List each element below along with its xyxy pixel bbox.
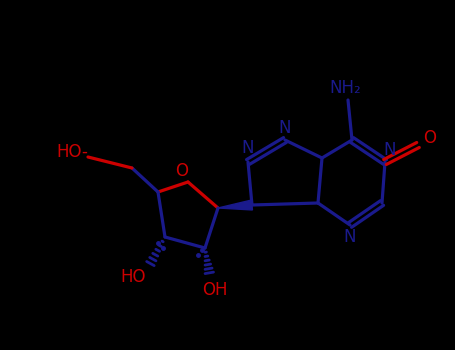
Text: O: O	[176, 162, 188, 180]
Text: N: N	[242, 139, 254, 157]
Text: HO-: HO-	[56, 143, 88, 161]
Text: NH₂: NH₂	[329, 79, 361, 97]
Text: N: N	[384, 141, 396, 159]
Polygon shape	[218, 200, 253, 210]
Text: OH: OH	[202, 281, 228, 299]
Text: HO: HO	[120, 268, 146, 286]
Text: N: N	[279, 119, 291, 137]
Text: N: N	[344, 228, 356, 246]
Text: O: O	[424, 129, 436, 147]
